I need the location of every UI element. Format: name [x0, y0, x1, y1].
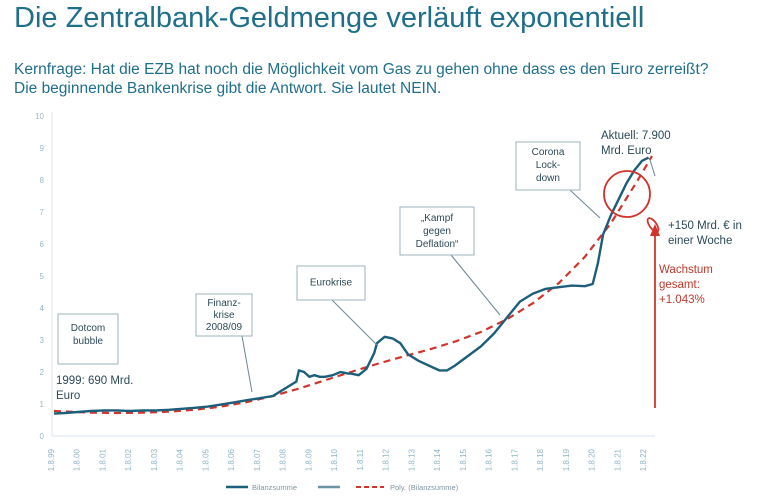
corona-callout-text: Corona Lock-down: [532, 147, 565, 184]
x-tick-label: 1.8.19: [562, 448, 571, 471]
dotcom-callout-text: Dotcom bubble: [71, 323, 105, 347]
y-tick-label: 2: [40, 368, 45, 377]
x-tick-label: 1.8.12: [382, 448, 391, 471]
x-tick-label: 1.8.17: [510, 448, 519, 471]
x-tick-label: 1.8.16: [485, 448, 494, 471]
page-subtitle: Kernfrage: Hat die EZB hat noch die Mögl…: [14, 61, 709, 97]
finanzkrise-connector: [241, 335, 253, 393]
deflation-callout-text: „Kampf gegen Deflation“: [416, 213, 459, 250]
finanzkrise-callout-box: [195, 293, 253, 337]
y-tick-label: 8: [40, 176, 45, 185]
growth-arrow-head: [650, 224, 660, 236]
x-tick-label: 1.8.05: [201, 448, 210, 471]
x-tick-label: 1.8.99: [47, 448, 56, 471]
x-tick-label: 1.8.09: [304, 448, 313, 471]
y-tick-label: 7: [40, 208, 45, 217]
x-tick-label: 1.8.11: [356, 448, 365, 470]
x-tick-label: 1.8.03: [150, 448, 159, 471]
x-tick-label: 1.8.18: [536, 448, 545, 471]
x-tick-label: 1.8.04: [176, 448, 185, 471]
x-tick-label: 1.8.22: [639, 448, 648, 471]
highlight-circle: [603, 170, 651, 218]
eurokrise-callout-text: Eurokrise: [310, 278, 353, 289]
deflation-connector: [450, 254, 501, 316]
y-tick-label: 0: [40, 432, 45, 441]
total-growth-annotation: Wachstum gesamt: +1.043%: [659, 264, 713, 306]
y-tick-label: 1: [40, 400, 45, 409]
trend-line-poly: [53, 155, 653, 415]
current-value-annotation: Aktuell: 7.900 Mrd. Euro: [601, 130, 671, 157]
balance-sheet-line: [53, 156, 650, 415]
legend-label-poly: Poly. (Bilanzsumme): [390, 483, 459, 492]
y-tick-label: 9: [40, 144, 45, 153]
x-tick-label: 1.8.02: [124, 448, 133, 471]
x-tick-label: 1.8.21: [613, 448, 622, 471]
deflation-callout-box: [399, 206, 475, 256]
x-tick-label: 1.8.14: [433, 448, 442, 471]
page-title: Die Zentralbank-Geldmenge verläuft expon…: [14, 2, 645, 34]
y-tick-label: 3: [40, 336, 45, 345]
corona-callout-box: [515, 141, 581, 191]
y-tick-label: 5: [40, 272, 45, 281]
x-tick-label: 1.8.10: [330, 448, 339, 471]
x-tick-label: 1.8.01: [98, 448, 107, 471]
x-tick-label: 1.8.20: [588, 448, 597, 471]
finanzkrise-callout-text: Finanz-krise 2008/09: [206, 298, 243, 333]
x-tick-label: 1.8.08: [279, 448, 288, 471]
eurokrise-connector: [331, 299, 379, 347]
corona-connector: [569, 189, 601, 219]
start-value-annotation: 1999: 690 Mrd. Euro: [56, 375, 133, 402]
y-tick-label: 6: [40, 240, 45, 249]
dotcom-callout-box: [57, 313, 119, 365]
x-tick-label: 1.8.07: [253, 448, 262, 471]
x-tick-label: 1.8.13: [407, 448, 416, 471]
x-tick-label: 1.8.15: [459, 448, 468, 471]
current-connector: [649, 159, 656, 177]
weekly-growth-annotation: +150 Mrd. € in einer Woche: [668, 220, 742, 247]
eurokrise-callout-box: [296, 265, 366, 301]
x-tick-label: 1.8.00: [73, 448, 82, 471]
x-tick-label: 1.8.06: [227, 448, 236, 471]
y-tick-label: 4: [40, 304, 45, 313]
y-tick-label: 10: [35, 112, 44, 121]
legend-label-bilanzsumme: Bilanzsumme: [252, 483, 297, 492]
